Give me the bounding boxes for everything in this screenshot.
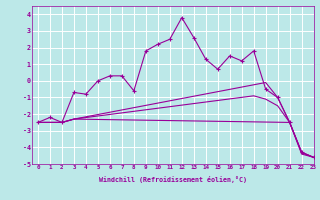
X-axis label: Windchill (Refroidissement éolien,°C): Windchill (Refroidissement éolien,°C) [99,176,247,183]
